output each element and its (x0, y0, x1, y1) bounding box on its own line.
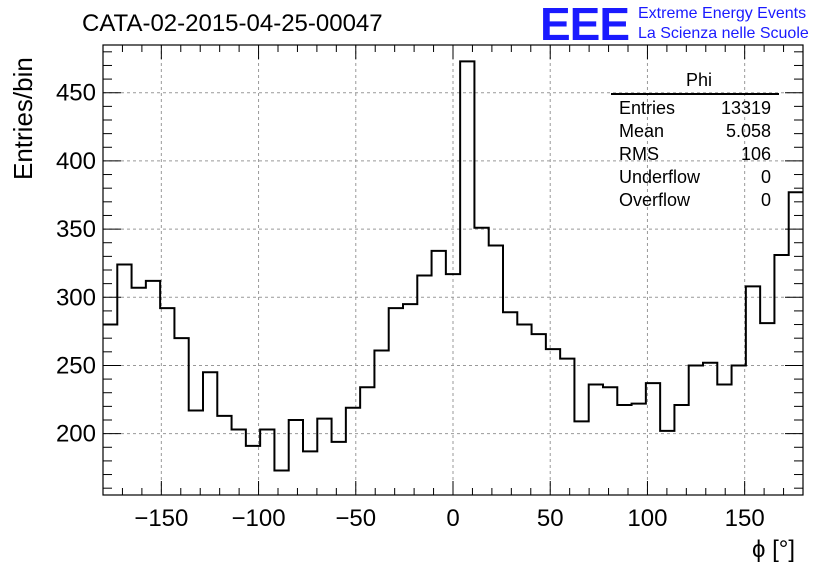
y-tick-label: 300 (56, 284, 96, 311)
logo-line-2: La Scienza nelle Scuole (638, 25, 809, 42)
logo-caption: Extreme Energy Events La Scienza nelle S… (638, 4, 809, 44)
stats-box: Phi Entries 13319 Mean 5.058 RMS 106 Underf… (611, 70, 779, 212)
stats-divider (611, 93, 779, 95)
y-tick-label: 400 (56, 148, 96, 175)
x-tick-label: −100 (232, 505, 286, 532)
x-tick-label: 50 (537, 505, 564, 532)
stats-name: Phi (685, 70, 712, 90)
stats-row-rms: RMS 106 (619, 144, 771, 164)
y-tick-label: 200 (56, 421, 96, 448)
x-tick-label: 100 (627, 505, 667, 532)
x-tick-label: −150 (134, 505, 188, 532)
x-tick-label: 150 (725, 505, 765, 532)
histogram-line (103, 60, 803, 472)
eee-logo: EEE (540, 0, 630, 50)
stats-row-overflow: Overflow 0 (619, 190, 771, 210)
logo-line-1: Extreme Energy Events (638, 5, 807, 22)
x-tick-label: −50 (335, 505, 376, 532)
stats-row-entries: Entries 13319 (619, 98, 771, 118)
x-axis-label: ϕ [°] (752, 536, 796, 563)
stats-row-mean: Mean 5.058 (619, 121, 771, 141)
x-tick-label: 0 (446, 505, 459, 532)
y-tick-label: 350 (56, 216, 96, 243)
chart-title: CATA-02-2015-04-25-00047 (82, 10, 383, 37)
stats-row-underflow: Underflow 0 (619, 167, 771, 187)
y-axis-label: Entries/bin (8, 57, 38, 180)
y-tick-label: 250 (56, 352, 96, 379)
y-tick-label: 450 (56, 80, 96, 107)
